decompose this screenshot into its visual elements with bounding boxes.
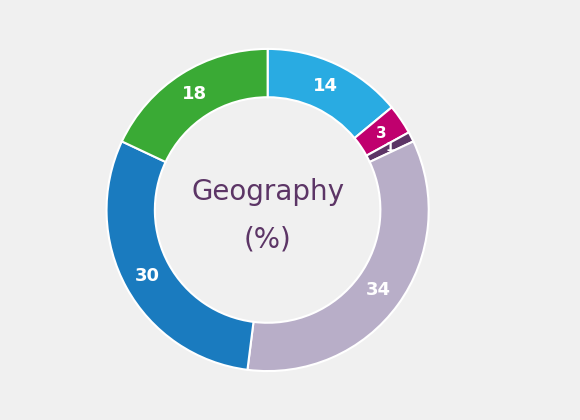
Text: Geography: Geography [191,178,344,206]
Wedge shape [122,49,267,162]
Text: (%): (%) [244,225,292,253]
Wedge shape [248,142,429,371]
Text: 18: 18 [182,85,207,103]
Text: 14: 14 [313,77,338,95]
Wedge shape [107,142,253,370]
Text: 1: 1 [385,142,394,154]
Wedge shape [267,49,392,138]
Text: 34: 34 [366,281,391,299]
Text: 3: 3 [376,126,386,141]
Text: 30: 30 [135,267,160,285]
Wedge shape [354,108,409,156]
Wedge shape [367,132,414,162]
